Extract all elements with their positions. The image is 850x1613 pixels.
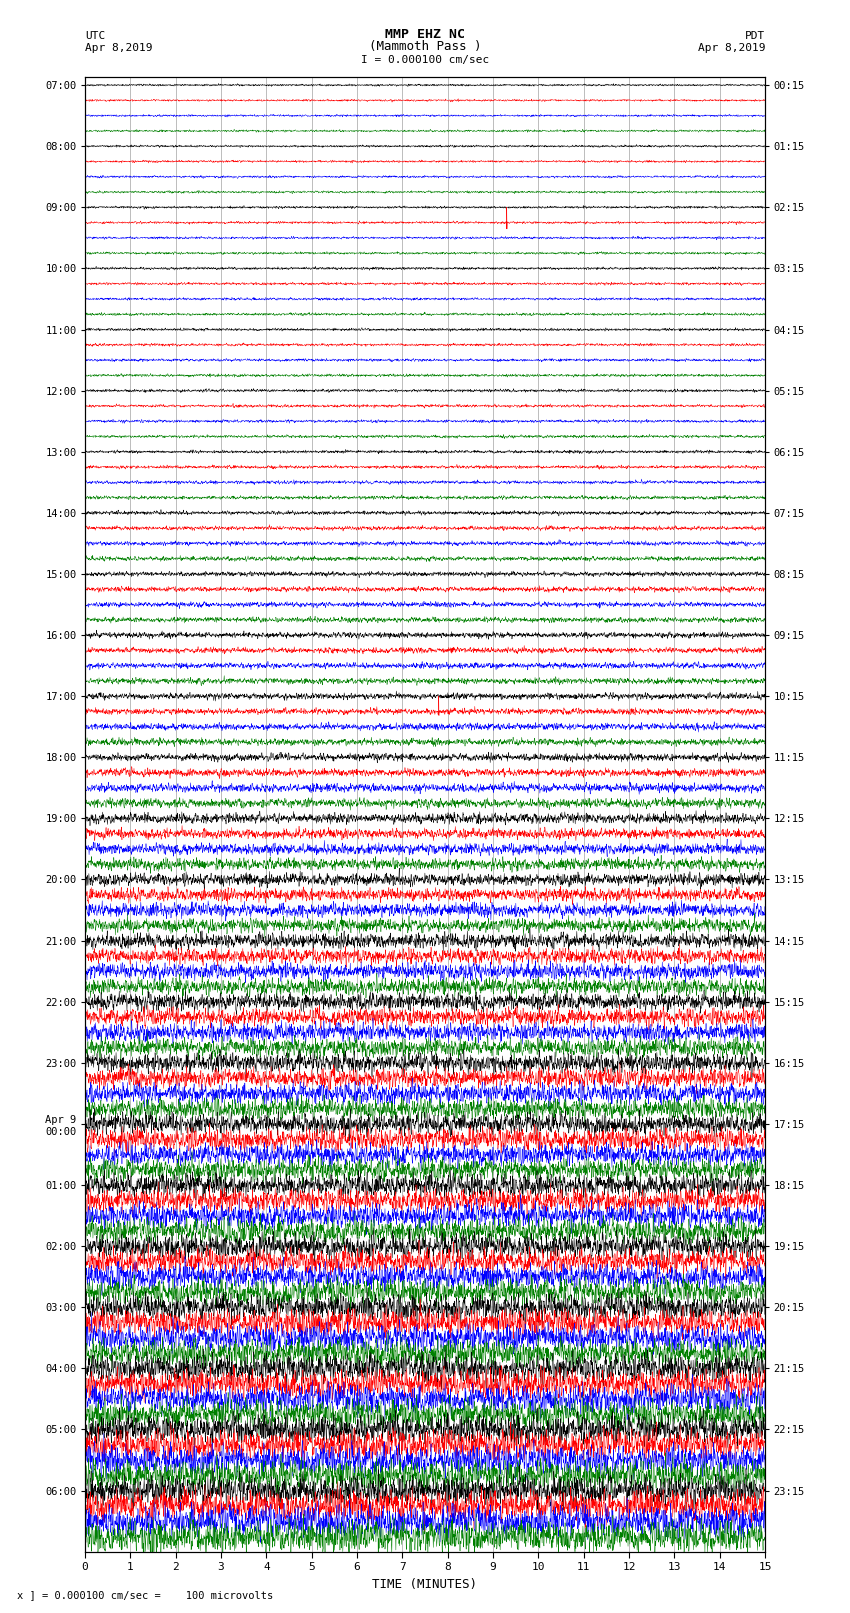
Text: I = 0.000100 cm/sec: I = 0.000100 cm/sec: [361, 55, 489, 65]
Text: Apr 8,2019: Apr 8,2019: [698, 44, 765, 53]
X-axis label: TIME (MINUTES): TIME (MINUTES): [372, 1578, 478, 1590]
Text: x ] = 0.000100 cm/sec =    100 microvolts: x ] = 0.000100 cm/sec = 100 microvolts: [17, 1590, 273, 1600]
Text: Apr 8,2019: Apr 8,2019: [85, 44, 152, 53]
Text: MMP EHZ NC: MMP EHZ NC: [385, 27, 465, 40]
Text: (Mammoth Pass ): (Mammoth Pass ): [369, 40, 481, 53]
Text: UTC: UTC: [85, 31, 105, 40]
Text: PDT: PDT: [745, 31, 765, 40]
